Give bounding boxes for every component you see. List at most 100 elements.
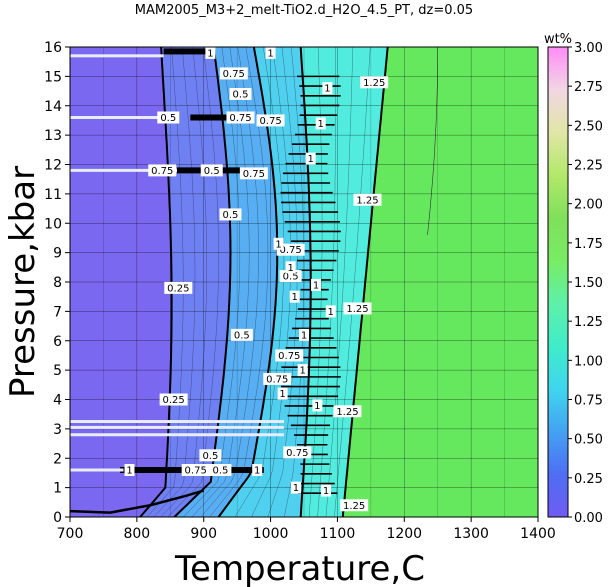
- x-tick-label: 900: [190, 526, 217, 542]
- contour-label: 1: [318, 119, 324, 130]
- contour-label: 1: [275, 239, 281, 250]
- contour-label-bg: [263, 372, 292, 385]
- contour-label: 1: [287, 263, 293, 274]
- x-tick-label: 1000: [253, 526, 289, 542]
- x-tick-label: 1100: [320, 526, 356, 542]
- contour-label: 1: [307, 154, 313, 165]
- contour-bar: [190, 114, 244, 121]
- contour-label: 0.5: [283, 272, 299, 283]
- contour-label-bg: [276, 243, 305, 256]
- contour-label-bg: [226, 111, 255, 124]
- x-axis-label: Temperature,C: [174, 549, 425, 587]
- y-tick-label: 4: [53, 393, 62, 409]
- plot-area: 1 10.750.510.5 0.75 0.75 10.75 0.5 0.7510.50.7…: [70, 47, 538, 517]
- colorbar: 0.00 0.25 0.50 0.75 1.00 1.25 1.50 1.75 2.00 2.25…: [547, 41, 603, 526]
- y-tick-label: 16: [44, 40, 62, 56]
- contour-label: 0.75: [151, 166, 173, 177]
- contour-label: 1.25: [346, 304, 368, 315]
- contour-label: 0.5: [233, 90, 249, 101]
- white-streak: [70, 168, 177, 172]
- contour-label: 1: [314, 401, 320, 412]
- white-streak: [70, 54, 164, 58]
- colorbar-tick-label: 2.25: [574, 159, 603, 174]
- x-tick-label: 800: [123, 526, 150, 542]
- colorbar-tick-label: 2.50: [574, 119, 603, 134]
- contour-label-bg: [209, 464, 232, 476]
- contour-label: 0.5: [212, 466, 228, 477]
- contour-label: 1.25: [343, 501, 365, 512]
- y-tick-label: 12: [44, 158, 62, 174]
- contour-label: 1: [207, 48, 213, 59]
- contour-label-bg: [285, 261, 296, 274]
- contour-label-bg: [322, 82, 333, 95]
- contour-label: 0.5: [234, 330, 250, 341]
- contour-label: 0.25: [167, 283, 189, 294]
- colorbar-tick-label: 0.00: [574, 511, 603, 526]
- contour-label-bg: [312, 399, 323, 412]
- contour-label: 0.75: [229, 113, 251, 124]
- y-tick-label: 9: [53, 246, 62, 262]
- contour-label-bg: [297, 364, 308, 377]
- colorbar-tick-label: 1.50: [574, 276, 603, 291]
- x-tick-label: 1200: [386, 526, 422, 542]
- contour-label-bg: [283, 446, 312, 459]
- contour-label-bg: [325, 305, 336, 318]
- contour-label: 1.25: [363, 78, 385, 89]
- contour-label: 1: [324, 84, 330, 95]
- contour-label-bg: [205, 47, 216, 59]
- contour-label-bg: [299, 328, 309, 341]
- contour-label-bg: [164, 281, 193, 294]
- contour-label-bg: [333, 405, 362, 418]
- y-tick-label: 14: [44, 99, 62, 115]
- contour-label: 0.75: [286, 448, 308, 459]
- contour-label-bg: [159, 393, 188, 406]
- contour-label: 1: [279, 389, 285, 400]
- contour-label-bg: [343, 302, 372, 315]
- contour-label-bg: [239, 167, 268, 180]
- y-tick-label: 13: [44, 128, 62, 144]
- thick-contours: [139, 47, 389, 517]
- y-tick-label: 7: [53, 304, 62, 320]
- contour-label-bg: [290, 481, 301, 494]
- contour-bar: [217, 467, 264, 473]
- y-tick-label: 5: [53, 363, 62, 379]
- white-streak: [70, 116, 177, 119]
- contour-label-bg: [252, 464, 263, 476]
- contour-label: 1: [313, 280, 319, 291]
- contour-label-bg: [229, 88, 252, 100]
- contour-label-bg: [256, 114, 285, 127]
- contour-label-bg: [199, 449, 222, 462]
- contour-label: 1: [293, 483, 299, 494]
- y-tick-label: 8: [53, 275, 62, 291]
- y-axis-label: Pressure,kbar: [3, 166, 43, 398]
- contour-label: 1: [299, 366, 305, 377]
- contour-label: 1: [301, 330, 307, 341]
- contour-label: 0.5: [204, 166, 220, 177]
- y-tick-label: 2: [53, 451, 62, 467]
- colorbar-label: wt%: [544, 32, 572, 47]
- contour-label: 0.75: [278, 351, 300, 362]
- contour-label-bg: [181, 464, 210, 476]
- colorbar-tick-label: 1.75: [574, 237, 603, 252]
- thin-contour: [427, 47, 438, 236]
- contour-label: 1: [126, 466, 132, 477]
- contour-label: 0.75: [279, 245, 301, 256]
- contour-label: 0.75: [266, 374, 288, 385]
- y-tick-label: 3: [53, 422, 62, 438]
- contour-bottom: [70, 489, 205, 514]
- contour-label-bg: [148, 164, 177, 177]
- contour-label: 0.75: [243, 169, 265, 180]
- white-streak: [70, 433, 284, 437]
- colorbar-tick-label: 0.50: [574, 433, 603, 448]
- y-tick-label: 11: [44, 187, 62, 203]
- contour-label: 0.75: [185, 466, 207, 477]
- contour-label: 1.25: [356, 195, 378, 206]
- contour-label-bg: [275, 349, 304, 362]
- contour-label-bg: [200, 164, 223, 177]
- contour-label: 0.5: [202, 451, 218, 462]
- colorbar-tick-label: 0.75: [574, 394, 603, 409]
- contour-label-bg: [219, 67, 248, 80]
- contour-label-bg: [311, 278, 322, 291]
- contour-label: 1.25: [336, 407, 358, 418]
